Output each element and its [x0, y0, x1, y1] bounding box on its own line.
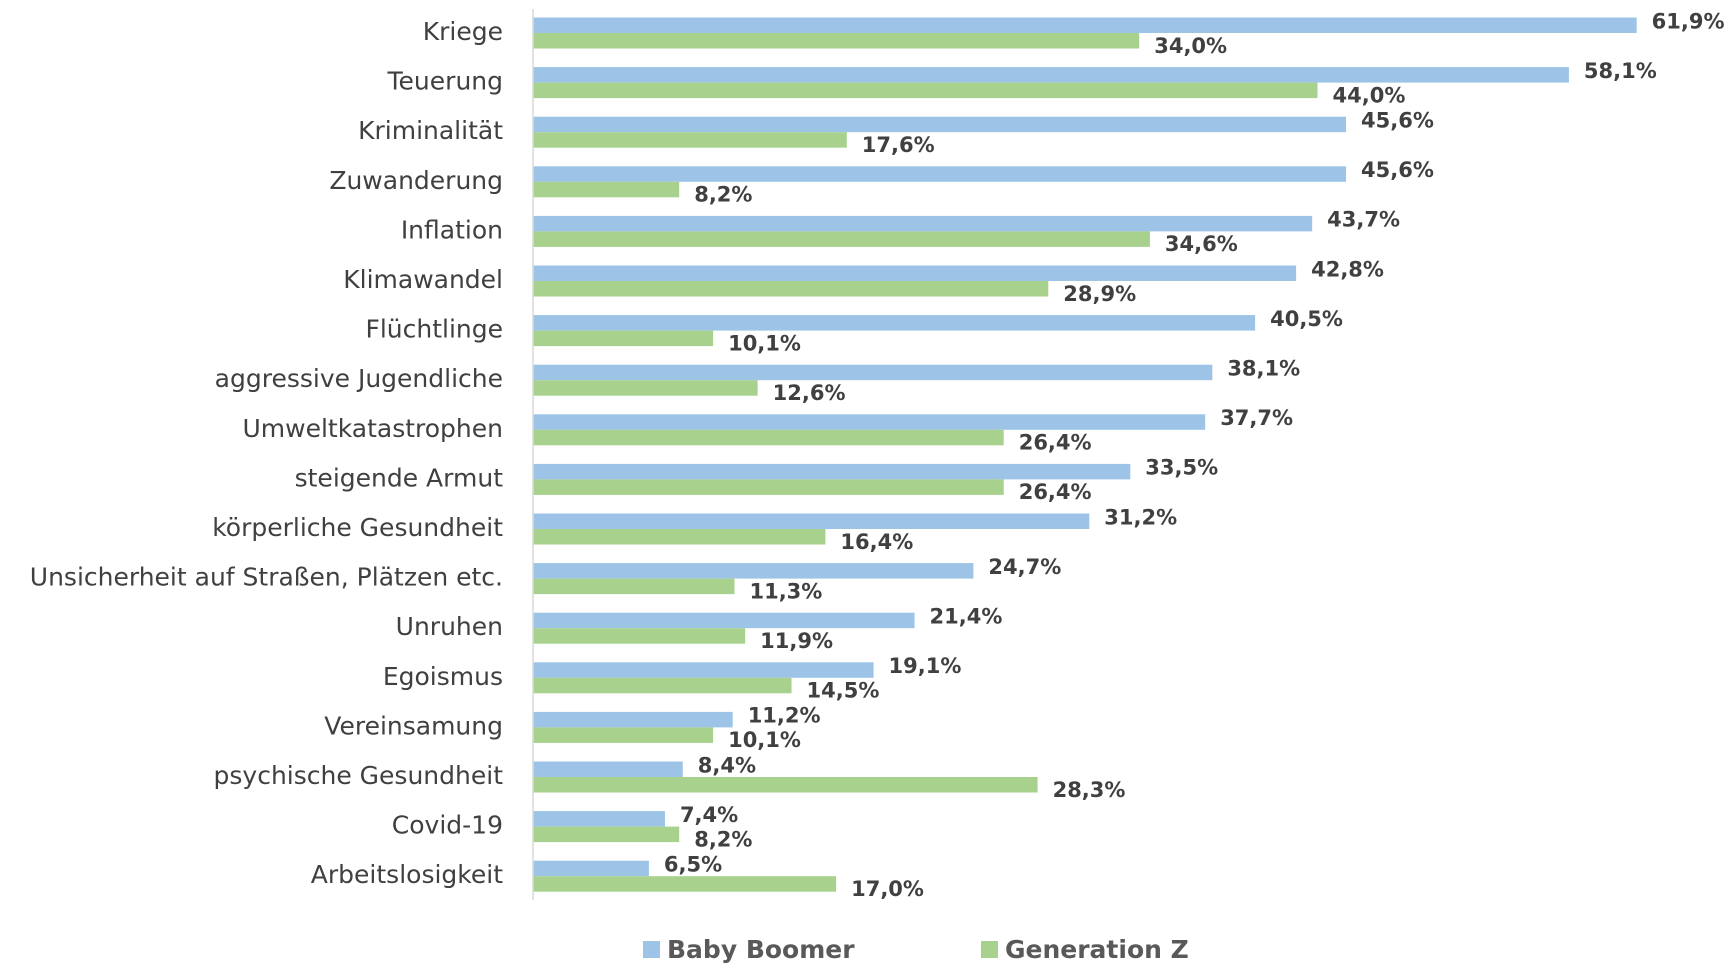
category-label: Kriminalität	[358, 116, 503, 145]
bar	[533, 513, 1090, 529]
value-label: 34,6%	[1165, 232, 1238, 256]
bar	[533, 612, 915, 629]
bar	[533, 860, 649, 877]
legend-label: Baby Boomer	[667, 935, 855, 963]
value-label: 10,1%	[728, 728, 801, 752]
category-label: Unruhen	[396, 612, 503, 641]
bar	[533, 826, 680, 843]
legend-label: Generation Z	[1005, 935, 1189, 963]
category-label: Unsicherheit auf Straßen, Plätzen etc.	[30, 563, 503, 592]
bar	[533, 315, 1256, 331]
bar	[533, 265, 1297, 281]
value-label: 17,6%	[862, 133, 935, 157]
bar	[533, 563, 974, 579]
bar	[533, 414, 1206, 430]
value-label: 24,7%	[988, 555, 1061, 579]
bar	[533, 811, 665, 827]
bar	[533, 578, 735, 595]
category-label: aggressive Jugendliche	[215, 364, 503, 393]
category-label: körperliche Gesundheit	[212, 513, 503, 542]
value-label: 6,5%	[664, 852, 722, 876]
bar	[533, 761, 683, 777]
category-label: Flüchtlinge	[365, 315, 503, 344]
value-label: 19,1%	[889, 654, 962, 678]
value-label: 43,7%	[1327, 208, 1400, 232]
value-label: 26,4%	[1019, 431, 1092, 455]
category-label: Teuerung	[387, 67, 503, 96]
value-label: 17,0%	[851, 877, 924, 901]
bar	[533, 330, 714, 347]
bar	[533, 529, 826, 545]
category-label: Vereinsamung	[324, 711, 503, 740]
category-label: Inflation	[401, 215, 503, 244]
value-label: 28,3%	[1053, 778, 1126, 802]
bar	[533, 876, 837, 892]
value-label: 45,6%	[1361, 108, 1434, 132]
value-label: 16,4%	[840, 530, 913, 554]
value-label: 11,2%	[748, 704, 821, 728]
value-label: 8,4%	[698, 753, 756, 777]
value-label: 8,2%	[694, 827, 752, 851]
bar	[533, 727, 714, 743]
bar	[533, 479, 1004, 495]
legend-swatch	[981, 941, 998, 958]
value-label: 8,2%	[694, 183, 752, 207]
value-label: 44,0%	[1333, 83, 1406, 107]
bar	[533, 380, 758, 396]
bar	[533, 364, 1213, 381]
bar	[533, 166, 1347, 182]
bar	[533, 181, 680, 198]
value-label: 14,5%	[807, 679, 880, 703]
bar	[533, 231, 1150, 247]
value-label: 38,1%	[1227, 356, 1300, 380]
value-label: 58,1%	[1584, 59, 1657, 83]
value-label: 34,0%	[1154, 34, 1227, 58]
bar	[533, 116, 1347, 133]
bar	[533, 429, 1004, 446]
bar	[533, 82, 1318, 99]
bar	[533, 777, 1038, 793]
bar	[533, 215, 1313, 232]
value-label: 10,1%	[728, 331, 801, 355]
value-label: 61,9%	[1652, 9, 1725, 33]
value-label: 33,5%	[1145, 456, 1218, 480]
value-label: 37,7%	[1220, 406, 1293, 430]
category-label: Egoismus	[383, 662, 503, 691]
category-label: psychische Gesundheit	[214, 761, 504, 790]
category-label: Umweltkatastrophen	[243, 414, 504, 443]
category-label: Zuwanderung	[329, 166, 503, 195]
value-label: 11,3%	[749, 579, 822, 603]
value-label: 28,9%	[1063, 282, 1136, 306]
category-label: Covid-19	[392, 811, 503, 840]
bar	[533, 33, 1140, 49]
value-label: 11,9%	[760, 629, 833, 653]
value-label: 42,8%	[1311, 257, 1384, 281]
category-label: steigende Armut	[295, 463, 504, 492]
bar	[533, 17, 1637, 33]
value-label: 40,5%	[1270, 307, 1343, 331]
bar	[533, 711, 733, 728]
legend-swatch	[643, 941, 660, 958]
category-label: Klimawandel	[343, 265, 503, 294]
value-label: 21,4%	[930, 604, 1003, 628]
bar	[533, 662, 874, 678]
bar	[533, 628, 746, 644]
category-label: Kriege	[423, 17, 503, 46]
value-label: 45,6%	[1361, 158, 1434, 182]
bar	[533, 67, 1569, 83]
bar	[533, 677, 792, 694]
bar	[533, 463, 1131, 480]
category-label: Arbeitslosigkeit	[311, 860, 503, 889]
value-label: 31,2%	[1104, 505, 1177, 529]
value-label: 26,4%	[1019, 480, 1092, 504]
value-label: 7,4%	[680, 803, 738, 827]
value-label: 12,6%	[773, 381, 846, 405]
bar	[533, 281, 1049, 297]
bar	[533, 132, 847, 148]
